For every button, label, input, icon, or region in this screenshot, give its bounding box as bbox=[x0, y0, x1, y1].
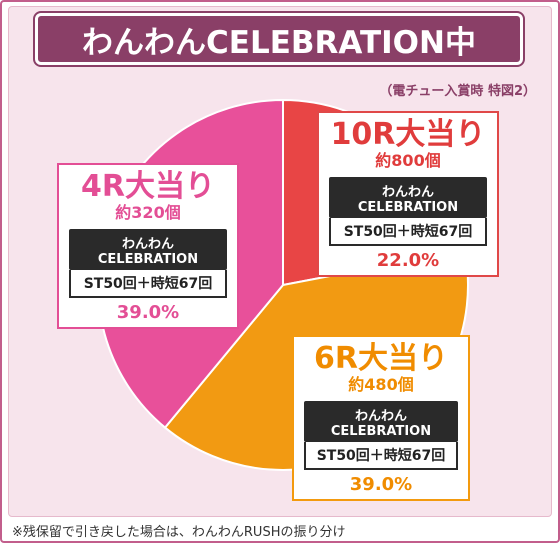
mode-label: わんわんCELEBRATION bbox=[304, 401, 458, 442]
percent-label: 39.0% bbox=[349, 474, 413, 495]
round-label: 4R大当り bbox=[81, 169, 215, 204]
round-label: 6R大当り bbox=[314, 341, 448, 376]
st-label: ST50回＋時短67回 bbox=[69, 270, 227, 298]
payout-count: 約800個 bbox=[375, 151, 441, 170]
round-label: 10R大当り bbox=[330, 117, 486, 152]
payout-count: 約480個 bbox=[348, 375, 414, 394]
mode-label: わんわんCELEBRATION bbox=[69, 229, 227, 270]
chart-title: わんわんCELEBRATION中 bbox=[35, 13, 523, 65]
st-label: ST50回＋時短67回 bbox=[329, 218, 487, 246]
slice-label-4r: 4R大当り 約320個 わんわんCELEBRATION ST50回＋時短67回 … bbox=[57, 163, 239, 329]
slice-label-10r: 10R大当り 約800個 わんわんCELEBRATION ST50回＋時短67回… bbox=[317, 111, 499, 277]
st-label: ST50回＋時短67回 bbox=[304, 442, 458, 470]
slice-label-6r: 6R大当り 約480個 わんわんCELEBRATION ST50回＋時短67回 … bbox=[292, 335, 470, 501]
footnote: ※残保留で引き戻した場合は、わんわんRUSHの振り分け bbox=[12, 525, 346, 540]
chart-subtitle: （電チュー入賞時 特図2） bbox=[379, 84, 536, 99]
percent-label: 22.0% bbox=[376, 250, 440, 271]
percent-label: 39.0% bbox=[116, 302, 180, 323]
payout-count: 約320個 bbox=[115, 203, 181, 222]
mode-label: わんわんCELEBRATION bbox=[329, 177, 487, 218]
